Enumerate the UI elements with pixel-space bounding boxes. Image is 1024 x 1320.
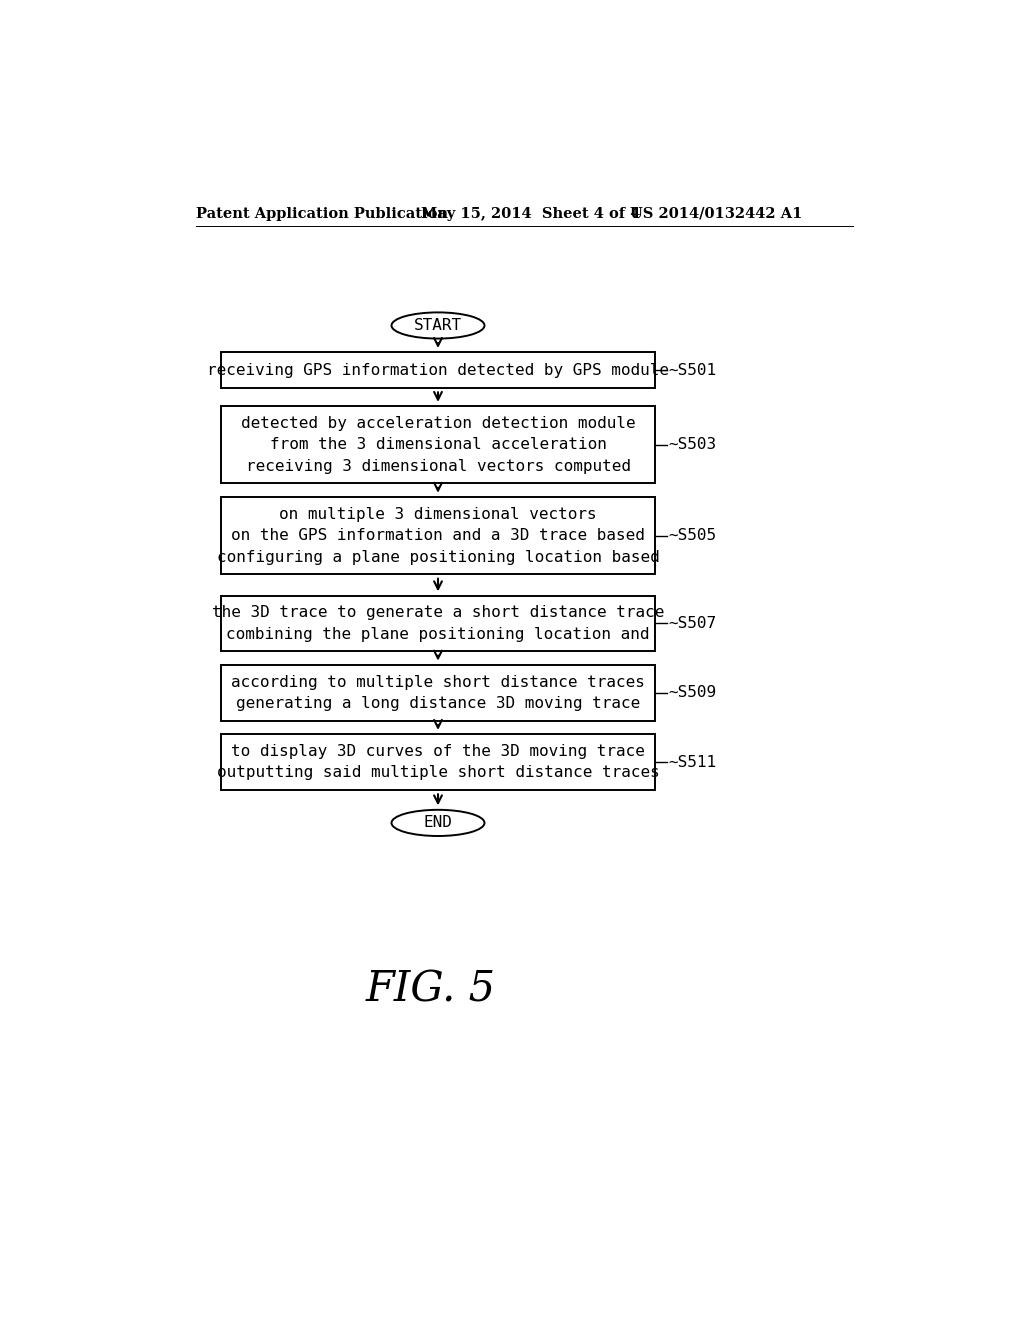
Bar (221, 665, 655, 721)
Text: ~S507: ~S507 (669, 616, 717, 631)
Bar (221, 734, 655, 789)
Text: US 2014/0132442 A1: US 2014/0132442 A1 (630, 207, 803, 220)
Text: combining the plane positioning location and: combining the plane positioning location… (226, 627, 650, 642)
Text: ~S503: ~S503 (669, 437, 717, 453)
Text: from the 3 dimensional acceleration: from the 3 dimensional acceleration (269, 437, 606, 453)
Text: ~S505: ~S505 (669, 528, 717, 544)
Text: to display 3D curves of the 3D moving trace: to display 3D curves of the 3D moving tr… (231, 743, 645, 759)
Text: on multiple 3 dimensional vectors: on multiple 3 dimensional vectors (280, 507, 597, 521)
Text: May 15, 2014  Sheet 4 of 4: May 15, 2014 Sheet 4 of 4 (421, 207, 640, 220)
Text: ~S511: ~S511 (669, 755, 717, 770)
Text: FIG. 5: FIG. 5 (366, 969, 496, 1011)
Bar (221, 407, 655, 483)
Text: Patent Application Publication: Patent Application Publication (197, 207, 449, 220)
Text: outputting said multiple short distance traces: outputting said multiple short distance … (217, 766, 659, 780)
Text: the 3D trace to generate a short distance trace: the 3D trace to generate a short distanc… (212, 605, 665, 620)
Text: END: END (424, 816, 453, 830)
Text: ~S509: ~S509 (669, 685, 717, 701)
Bar (221, 498, 655, 574)
Ellipse shape (391, 810, 484, 836)
Text: configuring a plane positioning location based: configuring a plane positioning location… (217, 549, 659, 565)
Text: on the GPS information and a 3D trace based: on the GPS information and a 3D trace ba… (231, 528, 645, 544)
Text: receiving 3 dimensional vectors computed: receiving 3 dimensional vectors computed (246, 459, 631, 474)
Bar (221, 595, 655, 651)
Text: ~S501: ~S501 (669, 363, 717, 378)
Text: detected by acceleration detection module: detected by acceleration detection modul… (241, 416, 635, 430)
Text: START: START (414, 318, 462, 333)
Bar (221, 352, 655, 388)
Text: according to multiple short distance traces: according to multiple short distance tra… (231, 675, 645, 689)
Text: receiving GPS information detected by GPS module: receiving GPS information detected by GP… (207, 363, 669, 378)
Ellipse shape (391, 313, 484, 339)
Text: generating a long distance 3D moving trace: generating a long distance 3D moving tra… (236, 696, 640, 711)
